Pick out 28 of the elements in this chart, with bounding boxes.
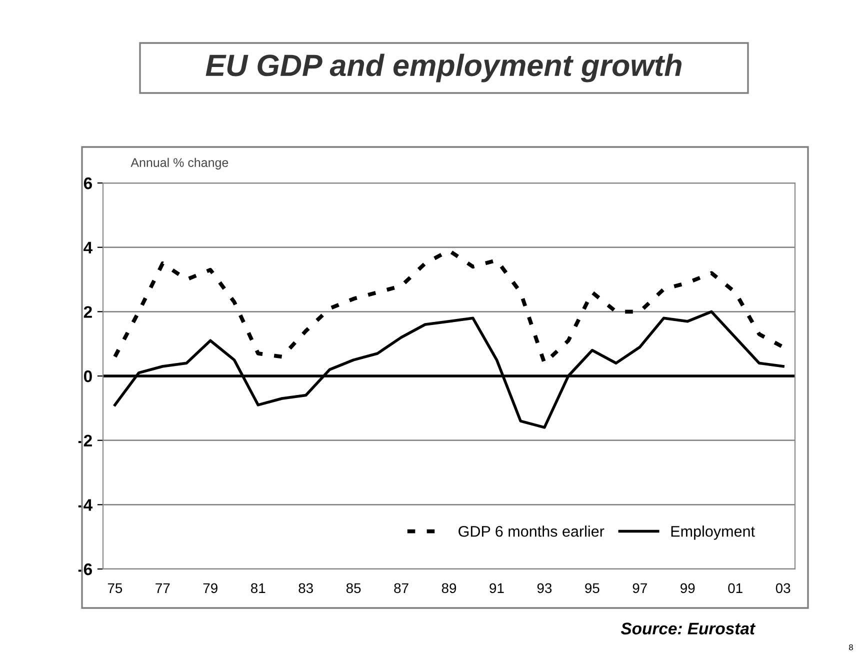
x-tick-label: 95 <box>585 583 600 594</box>
x-tick-label: 83 <box>298 583 313 594</box>
y-tick-label: 6 <box>84 177 92 190</box>
y-axis-title: Annual % change <box>130 158 228 170</box>
y-tick-label: -6 <box>78 563 92 576</box>
x-tick-label: 97 <box>632 583 647 594</box>
y-tick-label: 0 <box>84 370 92 382</box>
y-tick-label: -2 <box>78 434 92 446</box>
x-tick-label: 03 <box>776 583 790 594</box>
legend-label: Employment <box>671 526 755 540</box>
y-tick-label: -4 <box>78 499 92 511</box>
x-tick-label: 77 <box>156 583 170 593</box>
y-tick-label: 4 <box>84 242 92 254</box>
text: 8 <box>849 644 853 650</box>
x-tick-label: 89 <box>442 583 456 594</box>
x-tick-label: 75 <box>108 583 122 594</box>
x-tick-label: 87 <box>394 583 408 594</box>
x-tick-label: 81 <box>250 583 266 594</box>
x-tick-label: 91 <box>490 583 504 594</box>
x-tick-label: 79 <box>203 583 218 594</box>
x-tick-label: 01 <box>728 583 742 594</box>
source-note: Source: Eurostat <box>620 622 756 634</box>
y-tick-label: 2 <box>84 306 92 318</box>
x-tick-label: 93 <box>537 583 552 594</box>
legend-label: GDP 6 months earlier <box>458 526 604 537</box>
x-tick-label: 99 <box>680 583 695 594</box>
chart-title: EU GDP and employment growth <box>206 54 682 82</box>
x-tick-label: 85 <box>346 583 361 594</box>
